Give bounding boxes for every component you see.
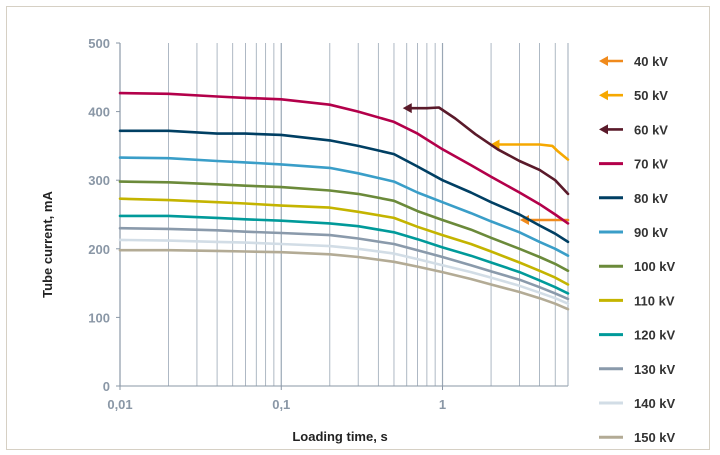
y-axis-title: Tube current, mA xyxy=(40,191,55,298)
x-tick-label: 1 xyxy=(439,397,446,412)
legend-label-140kv: 140 kV xyxy=(634,396,676,411)
series-line-60kv xyxy=(405,106,570,196)
legend-label-50kv: 50 kV xyxy=(634,88,668,103)
legend-label-40kv: 40 kV xyxy=(634,54,668,69)
series-line-80kv xyxy=(118,129,570,244)
y-tick-label: 0 xyxy=(103,379,110,394)
legend-arrow-50kv xyxy=(599,90,608,101)
series-line-120kv xyxy=(118,214,570,295)
y-tick-label: 200 xyxy=(88,242,110,257)
legend-label-130kv: 130 kV xyxy=(634,362,676,377)
legend-arrow-60kv xyxy=(599,124,608,135)
x-axis-title: Loading time, s xyxy=(292,429,387,444)
series-line-150kv xyxy=(118,248,570,311)
series-line-100kv xyxy=(118,180,570,273)
legend-label-60kv: 60 kV xyxy=(634,122,668,137)
y-tick-label: 400 xyxy=(88,105,110,120)
chart-frame: 0 100 200 300 400 500 0,01 0,1 1 Loading time, s T… xyxy=(6,6,710,450)
series-arrow-60kv xyxy=(402,103,412,114)
series-line-140kv xyxy=(118,238,570,306)
y-tick-label: 500 xyxy=(88,36,110,51)
series-line-110kv xyxy=(118,197,570,286)
legend-label-80kv: 80 kV xyxy=(634,191,668,206)
series-arrow-50kv xyxy=(490,139,500,150)
series-line-70kv xyxy=(118,91,570,225)
legend-label-120kv: 120 kV xyxy=(634,328,676,343)
legend-label-150kv: 150 kV xyxy=(634,430,676,445)
series-line-130kv xyxy=(118,226,570,301)
series-line-90kv xyxy=(118,156,570,257)
y-tick-label: 300 xyxy=(88,173,110,188)
legend-label-110kv: 110 kV xyxy=(634,293,675,308)
legend-label-100kv: 100 kV xyxy=(634,259,676,274)
x-tick-label: 0,01 xyxy=(107,397,132,412)
legend-label-90kv: 90 kV xyxy=(634,225,668,240)
series-line-50kv xyxy=(493,143,570,161)
legend-arrow-40kv xyxy=(599,56,608,66)
y-tick-label: 100 xyxy=(88,310,110,325)
legend-label-70kv: 70 kV xyxy=(634,157,668,172)
tube-current-chart: 0 100 200 300 400 500 0,01 0,1 1 Loading time, s T… xyxy=(40,36,676,445)
x-tick-label: 0,1 xyxy=(272,397,290,412)
